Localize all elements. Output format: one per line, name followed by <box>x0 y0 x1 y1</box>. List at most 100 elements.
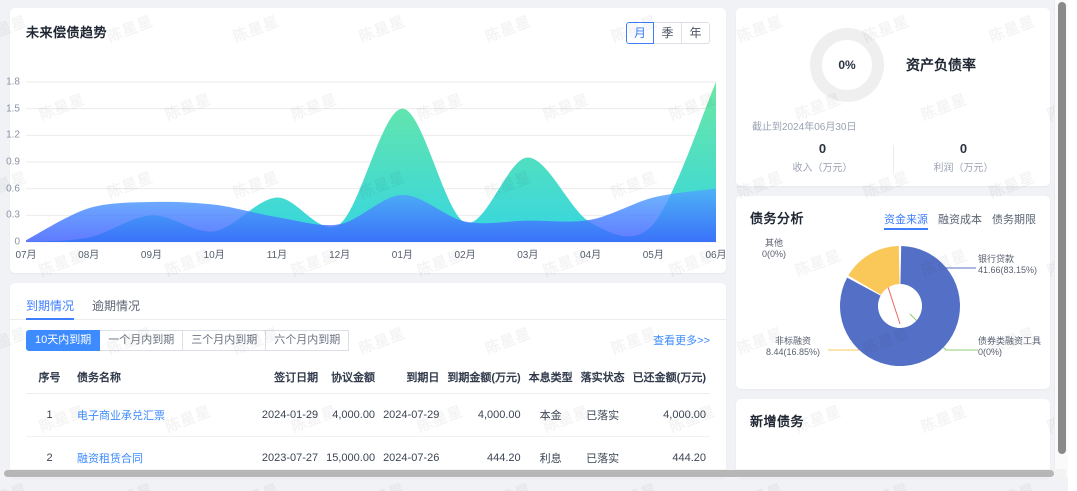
x-axis-tick: 10月 <box>203 250 225 261</box>
debt-analysis-header: 债务分析 资金来源 融资成本 债务期限 <box>750 208 1036 230</box>
horizontal-scrollbar[interactable] <box>0 469 1066 478</box>
tabs-divider <box>10 319 726 320</box>
x-axis-tick: 09月 <box>140 250 163 261</box>
range-toggle-group: 月 季 年 <box>626 22 710 44</box>
cell-due-amount: 4,000.00 <box>443 393 525 437</box>
new-debt-card: 新增债务 上月新增债务（笔） <box>736 399 1050 478</box>
x-axis-tick: 01月 <box>391 250 413 261</box>
kpi-profit-caption: 利润（万元） <box>933 163 994 174</box>
table-header-row: 序号 债务名称 签订日期 协议金额 到期日 到期金额(万元) 本息类型 落实状态… <box>26 361 710 394</box>
ratio-ring: 0% <box>810 28 884 102</box>
pie-label-other: 其他 0(0%) <box>762 238 787 260</box>
horizontal-scrollbar-thumb[interactable] <box>4 470 1054 477</box>
watermark-text: 陈星星 <box>356 478 408 491</box>
cell-sign-date: 2024-01-29 <box>257 393 323 437</box>
view-more-link[interactable]: 查看更多>> <box>653 335 710 347</box>
col-due-date: 到期日 <box>379 361 444 394</box>
filter-10-days[interactable]: 10天内到期 <box>26 330 101 351</box>
area-series <box>26 82 716 242</box>
kpi-revenue-caption: 收入（万元） <box>792 163 853 174</box>
filter-3-months[interactable]: 三个月内到期 <box>183 330 267 351</box>
pie-chart-svg <box>828 246 978 366</box>
maturity-tabs: 到期情况 逾期情况 <box>10 293 726 320</box>
y-axis-tick: 1.5 <box>6 103 20 115</box>
tab-maturity[interactable]: 到期情况 <box>26 297 75 320</box>
table-body: 1 电子商业承兑汇票 2024-01-29 4,000.00 2024-07-29 4,0… <box>26 393 710 478</box>
x-axis-tick: 11月 <box>266 250 288 261</box>
cell-index: 1 <box>26 393 73 437</box>
col-debt-name: 债务名称 <box>73 361 258 394</box>
as-of-date: 截止到2024年06月30日 <box>752 122 857 133</box>
cell-principal-type: 本金 <box>524 393 577 437</box>
watermark-text: 陈星星 <box>230 478 282 491</box>
y-axis-tick: 1.8 <box>6 76 20 88</box>
col-index: 序号 <box>26 361 73 394</box>
x-axis-tick: 03月 <box>517 250 539 261</box>
dashboard-columns: 未来偿债趋势 月 季 年 <box>6 8 1050 478</box>
area-series <box>26 188 716 242</box>
kpi-revenue-value: 0 <box>818 141 827 156</box>
cell-debt-name: 电子商业承兑汇票 <box>73 393 258 437</box>
tab-overdue[interactable]: 逾期情况 <box>92 299 141 313</box>
x-axis-tick: 06月 <box>705 250 727 261</box>
maturity-card: 到期情况 逾期情况 10天内到期 一个月内到期 三个月内到期 六个月内到期 查看… <box>10 283 726 478</box>
filter-1-month[interactable]: 一个月内到期 <box>100 330 184 351</box>
x-axis-tick: 12月 <box>329 250 351 261</box>
watermark-text: 陈星星 <box>0 478 30 491</box>
x-axis-tick: 07月 <box>15 250 37 261</box>
table-row[interactable]: 1 电子商业承兑汇票 2024-01-29 4,000.00 2024-07-29 4,0… <box>26 393 710 437</box>
cell-due-date: 2024-07-29 <box>379 393 444 437</box>
vertical-scrollbar[interactable] <box>1054 0 1068 478</box>
col-status: 落实状态 <box>576 361 629 394</box>
pie-label-bank-loan: 银行贷款 41.66(83.15%) <box>978 254 1038 276</box>
watermark-text: 陈星星 <box>482 478 534 491</box>
asset-liability-card: 0% 资产负债率 截止到2024年06月30日 0 收入（万元） 0 利润（万元… <box>736 8 1050 186</box>
kpi-profit: 0 利润（万元） <box>893 141 1034 174</box>
filter-6-months[interactable]: 六个月内到期 <box>266 330 350 351</box>
tab-debt-term[interactable]: 债务期限 <box>992 214 1036 226</box>
new-debt-title: 新增债务 <box>750 414 805 429</box>
range-button-month[interactable]: 月 <box>626 22 654 44</box>
pie-label-nonstandard: 非标融资 8.44(16.85%) <box>765 336 821 358</box>
debt-name-link[interactable]: 融资租赁合同 <box>77 453 143 465</box>
col-agreement-amount: 协议金额 <box>322 361 380 394</box>
ratio-value: 0% <box>838 58 856 72</box>
maturity-table: 序号 债务名称 签订日期 协议金额 到期日 到期金额(万元) 本息类型 落实状态… <box>26 361 710 478</box>
vertical-scrollbar-thumb[interactable] <box>1058 2 1066 454</box>
ratio-label: 资产负债率 <box>906 57 976 73</box>
col-sign-date: 签订日期 <box>257 361 323 394</box>
tab-financing-cost[interactable]: 融资成本 <box>938 214 982 226</box>
pie-slice[interactable] <box>840 246 960 366</box>
col-due-amount: 到期金额(万元) <box>443 361 525 394</box>
cell-status: 已落实 <box>576 393 629 437</box>
pie-slice[interactable] <box>848 246 900 295</box>
range-button-year[interactable]: 年 <box>682 22 710 44</box>
debt-name-link[interactable]: 电子商业承兑汇票 <box>77 410 165 422</box>
y-axis-tick: 0 <box>14 236 20 248</box>
funding-source-pie: 其他 0(0%) 银行贷款 41.66(83.15%) 非标融资 8.44(16… <box>750 234 1041 384</box>
tab-funding-source[interactable]: 资金来源 <box>884 211 928 230</box>
right-rail <box>1068 0 1077 491</box>
kpi-revenue: 0 收入（万元） <box>752 141 893 174</box>
debt-analysis-title: 债务分析 <box>750 211 805 226</box>
col-repaid-amount: 已还金额(万元) <box>628 361 710 394</box>
table-header: 序号 债务名称 签订日期 协议金额 到期日 到期金额(万元) 本息类型 落实状态… <box>26 361 710 394</box>
cell-repaid-amount: 4,000.00 <box>628 393 710 437</box>
y-axis-tick: 1.2 <box>6 129 20 141</box>
left-column: 未来偿债趋势 月 季 年 <box>6 8 727 478</box>
x-axis-tick: 02月 <box>454 250 476 261</box>
watermark-text: 陈星星 <box>734 478 786 491</box>
y-axis-tick: 0.3 <box>6 209 20 221</box>
y-axis-tick: 0.6 <box>6 183 20 195</box>
debt-trend-card: 未来偿债趋势 月 季 年 <box>6 8 727 273</box>
watermark-text: 陈星星 <box>608 478 660 491</box>
kpi-profit-value: 0 <box>959 141 968 156</box>
y-axis-tick: 0.9 <box>6 156 20 168</box>
watermark-text: 陈星星 <box>104 478 156 491</box>
range-button-quarter[interactable]: 季 <box>654 22 682 44</box>
col-principal-type: 本息类型 <box>524 361 577 394</box>
right-column: 0% 资产负债率 截止到2024年06月30日 0 收入（万元） 0 利润（万元… <box>736 8 1050 478</box>
maturity-filter-group: 10天内到期 一个月内到期 三个月内到期 六个月内到期 查看更多>> <box>26 330 710 351</box>
trend-chart: 0 0.3 0.6 0.9 1.2 1.5 1.8 07月 08月 09月 10月 11月 12月 01… <box>6 77 726 262</box>
